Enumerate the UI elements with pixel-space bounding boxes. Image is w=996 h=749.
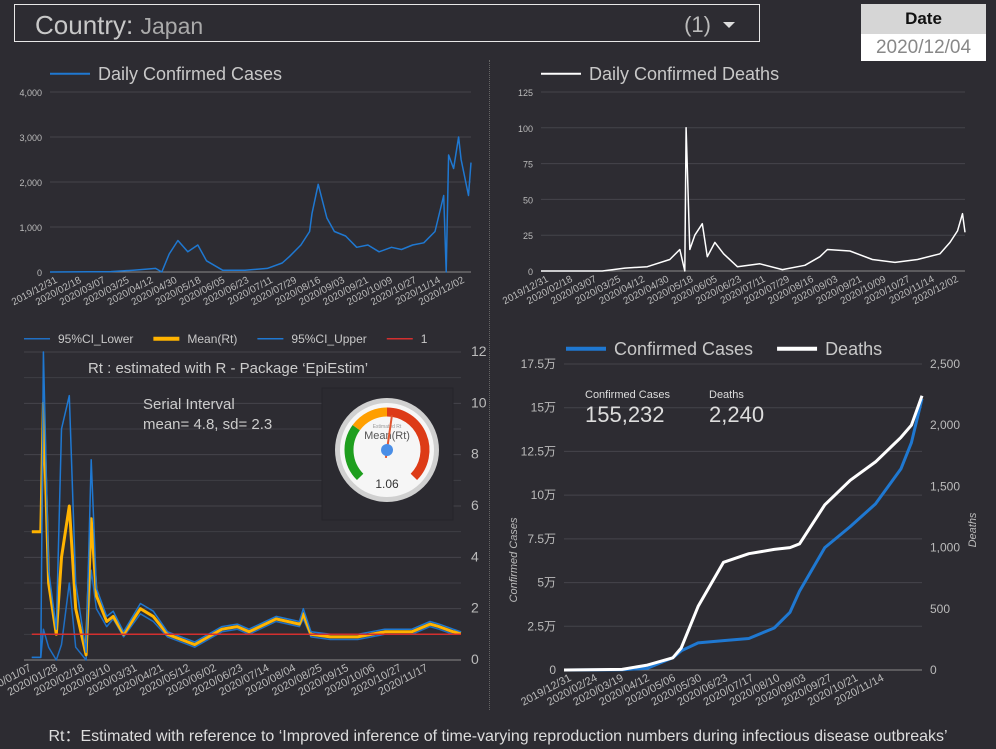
gauge-label: Mean(Rt) <box>364 430 410 442</box>
gauge-hub <box>381 444 393 456</box>
country-filter-label: Country: Japan <box>35 10 204 40</box>
y-tick-label: 2 <box>471 600 479 616</box>
daily-deaths-chart: 02550751001252019/12/312020/02/182020/03… <box>501 64 966 307</box>
legend-label: 1 <box>421 332 428 346</box>
y-tick-label: 2.5万 <box>527 619 556 633</box>
y-tick-label: 0 <box>37 268 42 278</box>
y-tick-label: 7.5万 <box>527 532 556 546</box>
y-tick-label: 17.5万 <box>521 357 556 371</box>
gauge-band <box>344 425 364 481</box>
gauge-sublabel: Estimated Rt <box>373 424 402 430</box>
serial-interval-label: Serial Interval <box>143 396 235 413</box>
y-tick-label: 4,000 <box>19 88 42 98</box>
y-tick-label: 1,000 <box>19 223 42 233</box>
serial-interval-params: mean= 4.8, sd= 2.3 <box>143 416 272 433</box>
y-tick-label: 0 <box>549 663 556 677</box>
date-scorecard: Date 2020/12/04 <box>861 4 986 61</box>
gauge-band <box>386 407 430 481</box>
scorecard-label: Confirmed Cases <box>585 389 670 401</box>
legend-label: Deaths <box>825 339 882 359</box>
y-tick-label: 25 <box>523 231 533 241</box>
y-tick-label: 0 <box>528 267 533 277</box>
series-line-confirmed-cases <box>563 398 924 672</box>
legend-label: 95%CI_Upper <box>291 332 366 346</box>
y-tick-label: 0 <box>471 651 479 667</box>
chevron-down-icon[interactable] <box>723 22 735 28</box>
y2-tick-label: 1,000 <box>930 541 960 555</box>
legend-label: Daily Confirmed Cases <box>98 64 282 84</box>
cumulative-chart: 0 2.5万 5万 7.5万 10万 12.5万 15万 17.5万 0 500 1,000 1,50… <box>508 339 979 708</box>
legend-label: 95%CI_Lower <box>58 332 133 346</box>
footer-note: Rt：Estimated with reference to ‘Improved… <box>48 728 948 745</box>
y-tick-label: 15万 <box>531 401 556 415</box>
rt-chart-title: Rt : estimated with R - Package ‘EpiEsti… <box>88 360 368 377</box>
divider <box>489 60 490 710</box>
y2-tick-label: 0 <box>930 663 937 677</box>
daily-cases-chart: 01,0002,0003,0004,0002019/12/312020/02/1… <box>10 64 472 308</box>
y-tick-label: 50 <box>523 195 533 205</box>
y-tick-label: 4 <box>471 548 479 564</box>
y-tick-label: 125 <box>518 88 533 98</box>
y2-axis-label: Deaths <box>967 512 979 547</box>
y-axis-label: Confirmed Cases <box>508 517 520 602</box>
legend-label: Mean(Rt) <box>187 332 237 346</box>
y-tick-label: 6 <box>471 497 479 513</box>
series-line-daily-confirmed-cases <box>49 136 472 273</box>
legend-label: Confirmed Cases <box>614 339 753 359</box>
y-tick-label: 10 <box>471 394 487 410</box>
series-line-95-ci-upper <box>31 351 462 659</box>
country-filter-dropdown[interactable]: Country: Japan (1) <box>14 4 760 42</box>
country-filter-value: Japan <box>140 13 204 39</box>
series-line-95-ci-lower <box>31 569 461 661</box>
y-tick-label: 8 <box>471 446 479 462</box>
scorecard-label: Deaths <box>709 389 744 401</box>
y2-tick-label: 2,000 <box>930 418 960 432</box>
y-tick-label: 100 <box>518 124 533 134</box>
gauge-value: 1.06 <box>375 477 399 491</box>
selected-count: (1) <box>684 12 711 37</box>
y-tick-label: 12 <box>471 343 487 359</box>
y-tick-label: 75 <box>523 160 533 170</box>
y-tick-label: 3,000 <box>19 133 42 143</box>
date-value: 2020/12/04 <box>875 37 972 58</box>
series-line-daily-confirmed-deaths <box>541 127 966 272</box>
scorecard-value: 2,240 <box>709 402 764 427</box>
legend-label: Daily Confirmed Deaths <box>589 64 779 84</box>
series-line-deaths <box>563 395 924 672</box>
y2-tick-label: 2,500 <box>930 357 960 371</box>
y2-tick-label: 1,500 <box>930 479 960 493</box>
scorecard-value: 155,232 <box>585 402 665 427</box>
date-header: Date <box>861 4 986 34</box>
gauge-band <box>352 407 388 431</box>
y-tick-label: 12.5万 <box>521 444 556 458</box>
y-tick-label: 2,000 <box>19 178 42 188</box>
y-tick-label: 10万 <box>531 488 556 502</box>
y-tick-label: 5万 <box>537 576 556 590</box>
y2-tick-label: 500 <box>930 602 950 616</box>
